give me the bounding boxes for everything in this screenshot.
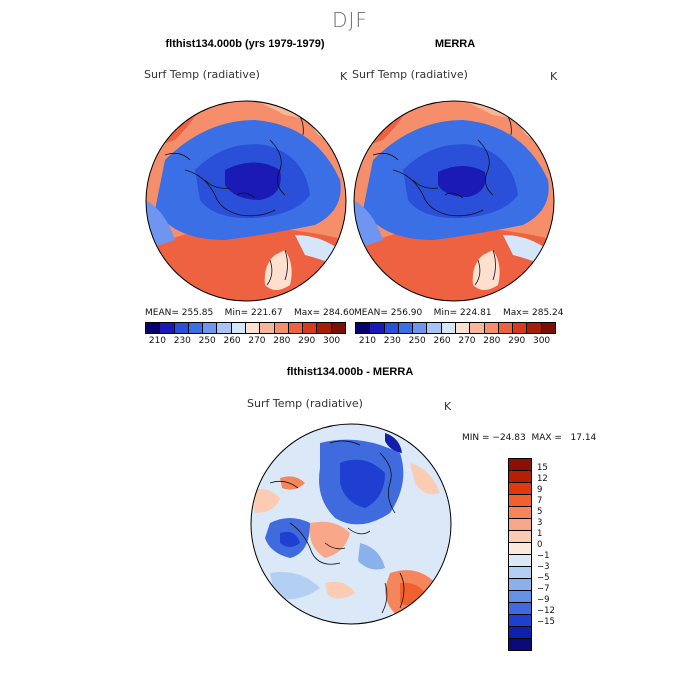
colorbar-tick-label: −7 [537, 584, 550, 594]
colorbar-tick-label: 250 [408, 336, 426, 346]
colorbar-swatch [484, 323, 499, 333]
colorbar-tick-label: 12 [537, 474, 548, 484]
panel1-colorbar [145, 322, 346, 334]
colorbar-swatch [413, 323, 428, 333]
colorbar-tick-label: 290 [508, 336, 526, 346]
colorbar-tick-label: 250 [198, 336, 216, 346]
panel1-stats: MEAN= 255.85 Min= 221.67 Max= 284.60 [145, 308, 355, 318]
colorbar-tick-label: 280 [483, 336, 501, 346]
colorbar-swatch [356, 323, 371, 333]
colorbar-tick-label: 230 [383, 336, 401, 346]
colorbar-swatch [160, 323, 175, 333]
colorbar-swatch [509, 495, 531, 507]
colorbar-tick-label: −3 [537, 562, 550, 572]
figure-title: DJF [332, 8, 368, 32]
colorbar-swatch [303, 323, 318, 333]
panel1-polar-map [145, 100, 347, 302]
colorbar-tick-label: 270 [458, 336, 476, 346]
colorbar-swatch [317, 323, 332, 333]
colorbar-tick-label: −1 [537, 551, 550, 561]
panel2-variable-label: Surf Temp (radiative) [352, 68, 468, 81]
colorbar-tick-label: 9 [537, 485, 543, 495]
colorbar-swatch [509, 627, 531, 639]
colorbar-swatch [509, 471, 531, 483]
colorbar-swatch [384, 323, 399, 333]
colorbar-tick-label: 230 [173, 336, 191, 346]
colorbar-swatch [509, 543, 531, 555]
panel1-colorbar-ticks: 210 230 250 260 270 280 290 300 [145, 336, 344, 346]
colorbar-swatch [509, 555, 531, 567]
colorbar-swatch [203, 323, 218, 333]
colorbar-swatch [509, 483, 531, 495]
colorbar-swatch [509, 579, 531, 591]
colorbar-tick-label: 280 [273, 336, 291, 346]
colorbar-swatch [509, 531, 531, 543]
colorbar-tick-label: 290 [298, 336, 316, 346]
panel1-unit-label: K [340, 70, 348, 83]
colorbar-swatch [541, 323, 555, 333]
panel1-variable-label: Surf Temp (radiative) [144, 68, 260, 81]
colorbar-swatch [146, 323, 161, 333]
colorbar-swatch [509, 519, 531, 531]
colorbar-swatch [509, 639, 531, 650]
colorbar-tick-label: 260 [433, 336, 451, 346]
panel2-colorbar [355, 322, 556, 334]
colorbar-swatch [370, 323, 385, 333]
colorbar-tick-label: 300 [322, 336, 341, 346]
colorbar-swatch [509, 603, 531, 615]
colorbar-swatch [398, 323, 414, 333]
colorbar-swatch [174, 323, 189, 333]
panel3-title: flthist134.000b - MERRA [286, 366, 414, 378]
colorbar-swatch [231, 323, 246, 333]
colorbar-tick-label: −5 [537, 573, 550, 583]
colorbar-tick-label: −15 [537, 617, 555, 627]
colorbar-swatch [217, 323, 232, 333]
colorbar-tick-label: 5 [537, 507, 543, 517]
colorbar-swatch [509, 459, 531, 471]
colorbar-swatch [245, 323, 261, 333]
colorbar-swatch [455, 323, 471, 333]
panel2-polar-map [353, 100, 555, 302]
colorbar-swatch [427, 323, 442, 333]
colorbar-swatch [509, 507, 531, 519]
colorbar-tick-label: 7 [537, 496, 543, 506]
colorbar-tick-label: 0 [537, 540, 543, 550]
colorbar-tick-label: 210 [358, 336, 377, 346]
colorbar-swatch [509, 567, 531, 579]
colorbar-swatch [509, 591, 531, 603]
colorbar-swatch [188, 323, 204, 333]
colorbar-swatch [288, 323, 304, 333]
colorbar-tick-label: 3 [537, 518, 543, 528]
panel2-title: MERRA [434, 38, 476, 50]
panel3-stats: MIN = −24.83 MAX = 17.14 [462, 433, 597, 443]
panel3-unit-label: K [444, 400, 452, 413]
panel2-unit-label: K [550, 70, 558, 83]
colorbar-tick-label: 260 [223, 336, 241, 346]
colorbar-swatch [274, 323, 289, 333]
colorbar-swatch [513, 323, 528, 333]
colorbar-swatch [527, 323, 542, 333]
colorbar-tick-label: 15 [537, 463, 548, 473]
panel1-title: flthist134.000b (yrs 1979-1979) [165, 38, 325, 50]
colorbar-swatch [509, 615, 531, 627]
colorbar-tick-label: 270 [248, 336, 266, 346]
panel2-stats: MEAN= 256.90 Min= 224.81 Max= 285.24 [354, 308, 564, 318]
colorbar-swatch [331, 323, 345, 333]
panel3-variable-label: Surf Temp (radiative) [247, 397, 363, 410]
panel2-colorbar-ticks: 210 230 250 260 270 280 290 300 [355, 336, 554, 346]
colorbar-swatch [260, 323, 275, 333]
colorbar-swatch [441, 323, 456, 333]
colorbar-tick-label: 210 [148, 336, 167, 346]
colorbar-tick-label: −9 [537, 595, 550, 605]
colorbar-swatch [470, 323, 485, 333]
colorbar-tick-label: 1 [537, 529, 543, 539]
colorbar-tick-label: 300 [532, 336, 551, 346]
panel3-colorbar-ticks: 15 12 9 7 5 3 1 0 −1 −3 −5 −7 −9 −12 −15 [537, 463, 555, 628]
colorbar-tick-label: −12 [537, 606, 555, 616]
panel3-difference-map [250, 423, 452, 625]
colorbar-swatch [498, 323, 514, 333]
panel3-colorbar [508, 458, 532, 651]
